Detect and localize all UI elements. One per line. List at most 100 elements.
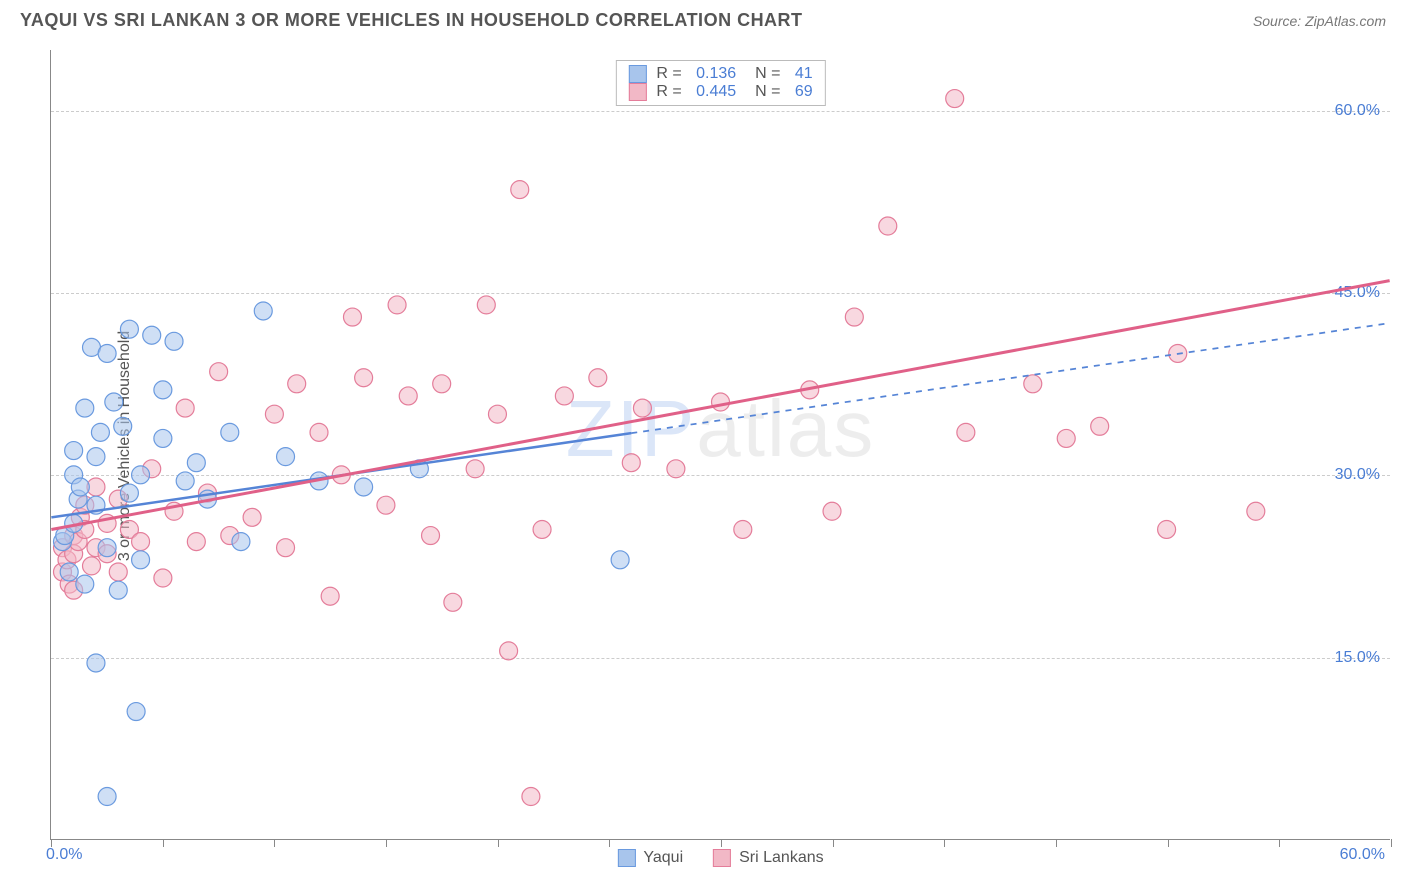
scatter-point: [310, 423, 328, 441]
chart-header: YAQUI VS SRI LANKAN 3 OR MORE VEHICLES I…: [0, 0, 1406, 36]
x-tick-label: 60.0%: [1340, 846, 1385, 864]
scatter-point: [555, 387, 573, 405]
scatter-point: [377, 496, 395, 514]
scatter-point: [87, 654, 105, 672]
scatter-point: [823, 502, 841, 520]
scatter-point: [87, 448, 105, 466]
swatch-srilankans: [628, 83, 646, 101]
scatter-point: [667, 460, 685, 478]
scatter-point: [127, 703, 145, 721]
scatter-point: [109, 581, 127, 599]
scatter-point: [210, 363, 228, 381]
scatter-point: [321, 587, 339, 605]
x-tick-label: 0.0%: [46, 846, 82, 864]
scatter-point: [132, 533, 150, 551]
r-value-0: 0.136: [696, 65, 736, 83]
scatter-point: [98, 344, 116, 362]
x-tick: [833, 839, 834, 847]
scatter-point: [957, 423, 975, 441]
x-tick: [274, 839, 275, 847]
scatter-point: [65, 442, 83, 460]
scatter-point: [500, 642, 518, 660]
x-tick: [1168, 839, 1169, 847]
trend-line-dashed: [631, 323, 1389, 433]
scatter-point: [589, 369, 607, 387]
stats-row-0: R = 0.136 N = 41: [628, 65, 812, 83]
scatter-plot-svg: [51, 50, 1390, 839]
legend-swatch-srilankans: [713, 849, 731, 867]
scatter-point: [388, 296, 406, 314]
scatter-point: [288, 375, 306, 393]
stats-legend-box: R = 0.136 N = 41 R = 0.445 N = 69: [615, 60, 825, 106]
legend-label-yaqui: Yaqui: [643, 849, 683, 867]
stats-row-1: R = 0.445 N = 69: [628, 83, 812, 101]
legend-item-srilankans: Sri Lankans: [713, 849, 824, 867]
chart-title: YAQUI VS SRI LANKAN 3 OR MORE VEHICLES I…: [20, 10, 803, 31]
n-value-1: 69: [795, 83, 813, 101]
chart-source: Source: ZipAtlas.com: [1253, 13, 1386, 29]
scatter-point: [444, 593, 462, 611]
scatter-point: [254, 302, 272, 320]
scatter-point: [533, 520, 551, 538]
legend-bottom: Yaqui Sri Lankans: [617, 849, 823, 867]
scatter-point: [399, 387, 417, 405]
scatter-point: [176, 399, 194, 417]
scatter-point: [187, 454, 205, 472]
scatter-point: [343, 308, 361, 326]
scatter-point: [221, 423, 239, 441]
scatter-point: [355, 478, 373, 496]
scatter-point: [488, 405, 506, 423]
scatter-point: [76, 399, 94, 417]
scatter-point: [154, 429, 172, 447]
scatter-point: [511, 181, 529, 199]
scatter-point: [232, 533, 250, 551]
x-tick: [1391, 839, 1392, 847]
scatter-point: [265, 405, 283, 423]
scatter-point: [477, 296, 495, 314]
scatter-point: [91, 423, 109, 441]
scatter-point: [355, 369, 373, 387]
scatter-point: [277, 448, 295, 466]
scatter-point: [946, 90, 964, 108]
scatter-point: [76, 575, 94, 593]
scatter-point: [60, 563, 78, 581]
scatter-point: [1158, 520, 1176, 538]
scatter-point: [109, 563, 127, 581]
scatter-point: [466, 460, 484, 478]
scatter-point: [611, 551, 629, 569]
n-value-0: 41: [795, 65, 813, 83]
swatch-yaqui: [628, 65, 646, 83]
scatter-point: [277, 539, 295, 557]
x-tick: [386, 839, 387, 847]
scatter-point: [120, 484, 138, 502]
trend-line: [51, 281, 1389, 530]
x-tick: [721, 839, 722, 847]
scatter-point: [143, 326, 161, 344]
scatter-point: [879, 217, 897, 235]
r-value-1: 0.445: [696, 83, 736, 101]
x-tick: [498, 839, 499, 847]
scatter-point: [165, 332, 183, 350]
scatter-point: [132, 551, 150, 569]
x-tick: [1056, 839, 1057, 847]
scatter-point: [734, 520, 752, 538]
scatter-point: [422, 527, 440, 545]
scatter-point: [1247, 502, 1265, 520]
scatter-point: [71, 478, 89, 496]
scatter-point: [522, 788, 540, 806]
scatter-point: [154, 569, 172, 587]
scatter-point: [114, 417, 132, 435]
scatter-point: [120, 320, 138, 338]
scatter-point: [1024, 375, 1042, 393]
scatter-point: [154, 381, 172, 399]
scatter-point: [243, 508, 261, 526]
legend-swatch-yaqui: [617, 849, 635, 867]
x-tick: [1279, 839, 1280, 847]
scatter-point: [1091, 417, 1109, 435]
scatter-point: [187, 533, 205, 551]
x-tick: [609, 839, 610, 847]
scatter-point: [98, 788, 116, 806]
scatter-point: [633, 399, 651, 417]
legend-item-yaqui: Yaqui: [617, 849, 683, 867]
scatter-point: [105, 393, 123, 411]
